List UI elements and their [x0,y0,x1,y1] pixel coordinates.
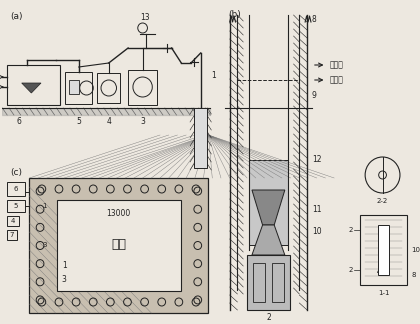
Text: 6: 6 [16,117,21,125]
Polygon shape [22,83,41,93]
Text: (c): (c) [10,168,22,177]
Text: 1: 1 [62,261,67,271]
Text: 8: 8 [412,272,416,278]
Text: 9: 9 [312,90,317,99]
Text: 1-1: 1-1 [378,290,389,296]
Text: 3: 3 [140,117,145,125]
Bar [57,200,181,291]
Bar [97,73,121,103]
Text: 2: 2 [266,314,271,322]
Text: 2: 2 [348,267,352,273]
Text: (b): (b) [228,10,241,19]
Bar [7,230,17,240]
Text: 12: 12 [312,156,321,165]
Text: 3: 3 [62,274,67,284]
Text: 地下水: 地下水 [329,75,343,85]
Text: 4: 4 [106,117,111,125]
Text: 3: 3 [43,242,47,248]
Text: 1: 1 [211,71,216,79]
Text: 11: 11 [312,205,321,214]
Bar [7,216,19,226]
Text: 7: 7 [10,232,14,238]
Bar [69,80,79,94]
Text: 10: 10 [412,247,420,253]
Text: 13: 13 [141,14,150,22]
Text: 基坑: 基坑 [111,238,126,251]
Text: 高压水: 高压水 [329,61,343,70]
Bar [249,160,288,245]
Bar [29,178,208,313]
Bar [253,263,265,302]
Bar [7,182,25,196]
Polygon shape [252,225,285,255]
Polygon shape [252,190,285,225]
Bar [128,70,157,105]
Text: 4: 4 [11,218,15,224]
Bar [247,255,290,310]
Text: 13000: 13000 [106,210,131,218]
Text: 6: 6 [13,186,18,192]
Text: 5: 5 [14,203,18,209]
Text: 2: 2 [348,227,352,233]
Bar [378,225,389,275]
Bar [65,72,92,104]
Bar [7,65,60,105]
Text: 10: 10 [312,227,322,237]
Text: (a): (a) [10,12,23,21]
Bar [360,215,407,285]
Text: 1: 1 [43,203,47,209]
Bar [194,108,207,168]
Bar [272,263,284,302]
Text: 8: 8 [312,16,317,25]
Text: 2-2: 2-2 [377,198,388,204]
Bar [7,200,25,212]
Text: 5: 5 [76,117,81,125]
